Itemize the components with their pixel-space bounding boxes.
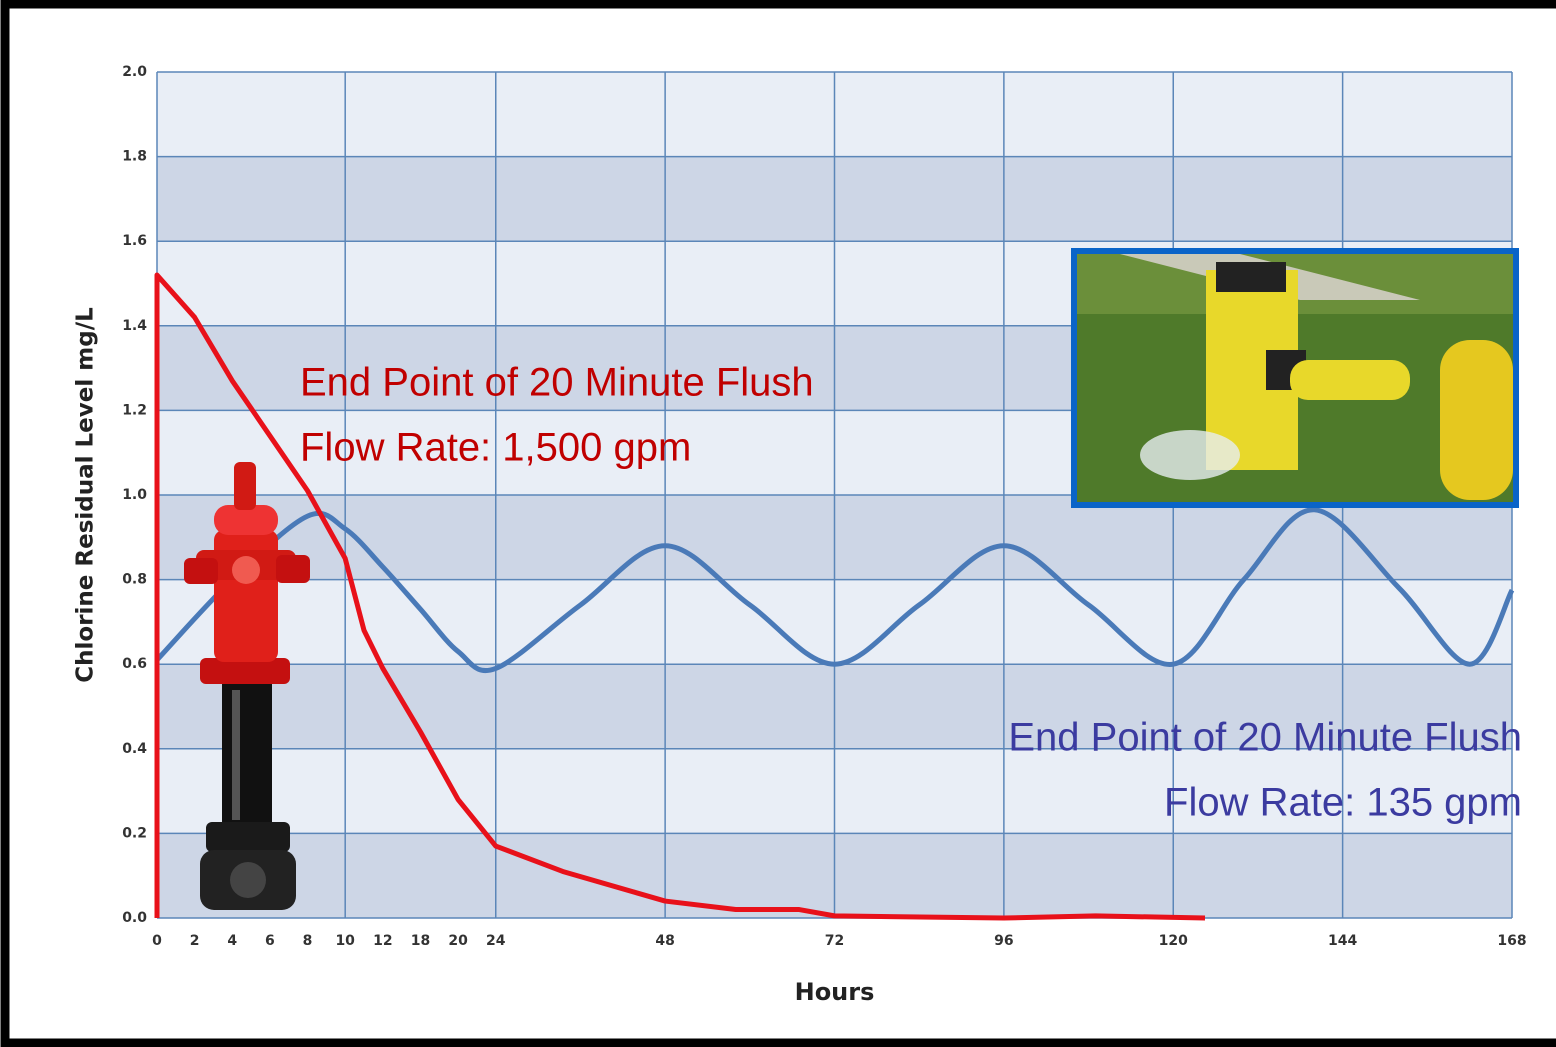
- y-tick-label: 0.0: [122, 910, 147, 926]
- x-tick-label: 10: [335, 933, 355, 949]
- x-tick-label: 144: [1328, 933, 1357, 949]
- annotation: End Point of 20 Minute Flush: [300, 361, 814, 405]
- y-tick-label: 2.0: [122, 64, 147, 80]
- annotation: End Point of 20 Minute Flush: [1008, 716, 1522, 760]
- annotation: Flow Rate: 1,500 gpm: [300, 426, 691, 470]
- annotation: Flow Rate: 135 gpm: [1164, 781, 1522, 825]
- y-tick-label: 0.6: [122, 656, 147, 672]
- y-tick-label: 1.2: [122, 402, 147, 418]
- x-tick-label: 8: [303, 933, 313, 949]
- y-tick-label: 1.8: [122, 149, 147, 165]
- x-tick-label: 72: [825, 933, 844, 949]
- x-tick-label: 168: [1497, 933, 1526, 949]
- series-line: [155, 507, 1515, 673]
- y-tick-label: 0.2: [122, 825, 147, 841]
- foreground: 0.00.20.40.60.81.01.21.41.61.82.00 2 4 6 8 10…: [73, 64, 1527, 1006]
- x-tick-label: 20: [448, 933, 468, 949]
- y-tick-label: 1.0: [122, 487, 147, 503]
- x-tick-label: 6: [265, 933, 275, 949]
- photo-image: [1071, 248, 1519, 508]
- y-tick-label: 1.4: [122, 318, 147, 334]
- x-tick-label: 120: [1159, 933, 1188, 949]
- x-tick-label: 24: [486, 933, 506, 949]
- x-tick-label: 48: [655, 933, 674, 949]
- y-tick-label: 0.4: [122, 741, 147, 757]
- x-tick-label: 4: [227, 933, 237, 949]
- x-tick-label: 12: [373, 933, 392, 949]
- x-tick-label: 96: [994, 933, 1013, 949]
- y-tick-label: 1.6: [122, 233, 147, 249]
- y-axis-title: Chlorine Residual Level mg/L: [73, 307, 99, 683]
- x-tick-label: 18: [411, 933, 430, 949]
- hydrant-image: [184, 462, 310, 910]
- series-line: [154, 272, 1206, 921]
- y-tick-label: 0.8: [122, 572, 147, 588]
- x-tick-label: 2: [190, 933, 200, 949]
- x-tick-label: 0: [152, 933, 162, 949]
- x-axis-title: Hours: [795, 978, 875, 1006]
